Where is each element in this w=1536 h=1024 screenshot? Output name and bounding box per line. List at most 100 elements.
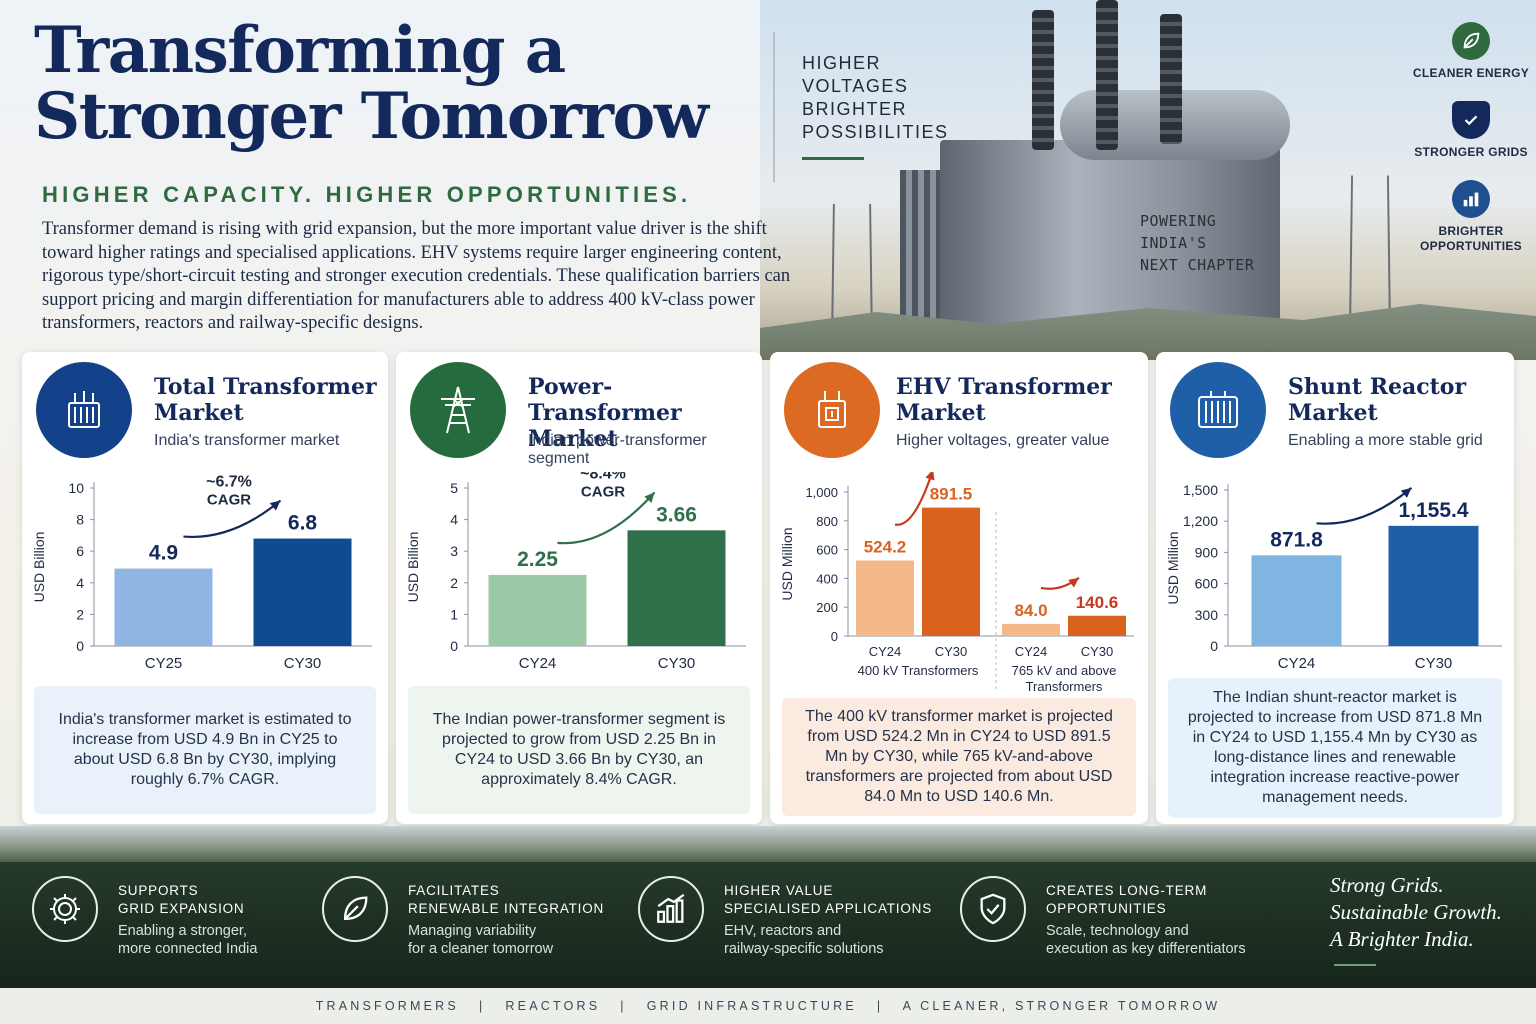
x-tick-label: CY24 xyxy=(1278,655,1316,672)
y-tick-label: 300 xyxy=(1195,607,1219,623)
cagr-annotation: ~8.4% xyxy=(580,472,626,482)
bushing-1 xyxy=(1032,10,1054,150)
ehv-transformer-icon xyxy=(784,362,880,458)
x-tick-label: CY24 xyxy=(869,644,902,659)
feature-head: HIGHER VALUE SPECIALISED APPLICATIONS xyxy=(724,882,964,918)
bar xyxy=(489,575,587,646)
bar-chart-icon xyxy=(1452,180,1490,218)
bar-value-label: 3.66 xyxy=(656,503,697,526)
feature-head: SUPPORTS GRID EXPANSION xyxy=(118,882,318,918)
card-title: Total Transformer Market xyxy=(154,374,384,426)
card-title: Shunt Reactor Market xyxy=(1288,374,1518,426)
bar xyxy=(1068,616,1126,636)
plate-line: NEXT CHAPTER xyxy=(1140,254,1270,276)
motto-rule xyxy=(1334,964,1376,966)
y-tick-label: 600 xyxy=(816,543,838,558)
cagr-annotation: CAGR xyxy=(207,492,251,509)
bar xyxy=(628,530,726,646)
growth-chart-icon xyxy=(638,876,704,942)
y-tick-label: 1 xyxy=(450,606,458,622)
card-subtitle: Enabling a more stable grid xyxy=(1288,432,1520,450)
plate-line: POWERING xyxy=(1140,210,1270,232)
header-divider xyxy=(773,32,775,182)
feature-desc-line: Scale, technology and xyxy=(1046,922,1286,940)
y-tick-label: 400 xyxy=(816,571,838,586)
pylon-icon xyxy=(410,362,506,458)
y-tick-label: 2 xyxy=(450,575,458,591)
total-market-chart: 0246810USD Billion 4.9CY256.8CY30~6.7%CAG… xyxy=(22,472,388,682)
bar-value-label: 871.8 xyxy=(1270,528,1323,551)
bar xyxy=(115,569,213,646)
bar-value-label: 1,155.4 xyxy=(1398,499,1468,522)
feature-text: FACILITATES RENEWABLE INTEGRATION Managin… xyxy=(408,882,628,958)
badge-brighter-opportunities: BRIGHTER OPPORTUNITIES xyxy=(1406,180,1536,254)
feature-head-line: CREATES LONG-TERM xyxy=(1046,882,1246,900)
badge-cleaner-energy: CLEANER ENERGY xyxy=(1406,22,1536,81)
feature-head: FACILITATES RENEWABLE INTEGRATION xyxy=(408,882,608,918)
feature-specialised-applications: HIGHER VALUE SPECIALISED APPLICATIONS EHV… xyxy=(638,876,964,976)
card-subtitle: India's transformer market xyxy=(154,432,386,450)
feature-text: SUPPORTS GRID EXPANSION Enabling a strong… xyxy=(118,882,338,958)
bushing-3 xyxy=(1160,14,1182,144)
landscape-strip xyxy=(0,826,1536,866)
card-note: The 400 kV transformer market is project… xyxy=(782,698,1136,816)
badge-column: CLEANER ENERGY STRONGER GRIDS BRIGHTER O… xyxy=(1406,22,1536,274)
cagr-annotation: ~6.7% xyxy=(206,474,252,491)
shunt-reactor-icon xyxy=(1170,362,1266,458)
transformer-icon xyxy=(36,362,132,458)
feature-head-line: HIGHER VALUE xyxy=(724,882,964,900)
y-axis-label: USD Million xyxy=(1165,531,1181,604)
bar xyxy=(922,508,980,636)
cagr-annotation: CAGR xyxy=(581,483,625,500)
motto-line: A Brighter India. xyxy=(1330,926,1530,953)
growth-arrowhead-icon xyxy=(270,501,281,511)
y-tick-label: 4 xyxy=(450,512,458,528)
tagline-rule xyxy=(802,157,864,160)
x-tick-label: CY24 xyxy=(1015,644,1048,659)
power-transformer-chart: 0 1 2 3 4 5 USD Billion 2.25 CY24 3.66 CY30 ~8.4%CA… xyxy=(396,472,762,682)
x-tick-label: CY30 xyxy=(1081,644,1114,659)
page-title: Transforming a Stronger Tomorrow xyxy=(34,18,774,150)
bar-value-label: 4.9 xyxy=(149,542,178,565)
y-tick-label: 0 xyxy=(831,629,838,644)
y-tick-label: 4 xyxy=(76,575,84,591)
x-tick-label: CY24 xyxy=(519,655,557,672)
bar xyxy=(856,561,914,636)
y-tick-label: 8 xyxy=(76,512,84,528)
feature-desc-line: railway-specific solutions xyxy=(724,940,944,958)
shield-check-icon xyxy=(1452,101,1490,139)
growth-arrow-icon xyxy=(1317,488,1412,524)
y-tick-label: 1,500 xyxy=(1183,482,1218,498)
x-tick-label: CY30 xyxy=(935,644,968,659)
bar-value-label: 84.0 xyxy=(1014,601,1047,620)
y-tick-label: 5 xyxy=(450,480,458,496)
x-tick-label: CY30 xyxy=(284,655,322,672)
plate-line: INDIA'S xyxy=(1140,232,1270,254)
bar xyxy=(1252,555,1342,646)
card-power-transformer: Power-Transformer Market Indian power-tr… xyxy=(396,352,762,824)
y-tick-label: 10 xyxy=(68,480,84,496)
bushing-2 xyxy=(1096,0,1118,150)
bar-value-label: 891.5 xyxy=(930,485,973,504)
y-tick-label: 0 xyxy=(76,638,84,654)
x-tick-label: CY30 xyxy=(1415,655,1453,672)
feature-desc: EHV, reactors and railway-specific soluti… xyxy=(724,922,944,958)
leaf-icon xyxy=(1452,22,1490,60)
bar-value-label: 140.6 xyxy=(1076,593,1119,612)
y-axis-label: USD Million xyxy=(779,527,795,600)
feature-desc-line: EHV, reactors and xyxy=(724,922,944,940)
feature-desc-line: for a cleaner tomorrow xyxy=(408,940,628,958)
x-tick-label: CY25 xyxy=(145,655,183,672)
badge-label: BRIGHTER OPPORTUNITIES xyxy=(1406,224,1536,254)
y-tick-label: 0 xyxy=(450,638,458,654)
card-note: The Indian power-transformer segment is … xyxy=(408,686,750,814)
tagline-line: POSSIBILITIES xyxy=(802,121,982,144)
motto-line: Strong Grids. xyxy=(1330,872,1530,899)
transformer-plate: POWERING INDIA'S NEXT CHAPTER xyxy=(1140,210,1270,290)
bar xyxy=(1002,624,1060,636)
y-tick-label: 3 xyxy=(450,543,458,559)
tagline-line: VOLTAGES xyxy=(802,75,982,98)
feature-grid-expansion: SUPPORTS GRID EXPANSION Enabling a strong… xyxy=(32,876,338,976)
feature-desc: Scale, technology and execution as key di… xyxy=(1046,922,1286,958)
feature-text: HIGHER VALUE SPECIALISED APPLICATIONS EHV… xyxy=(724,882,964,958)
